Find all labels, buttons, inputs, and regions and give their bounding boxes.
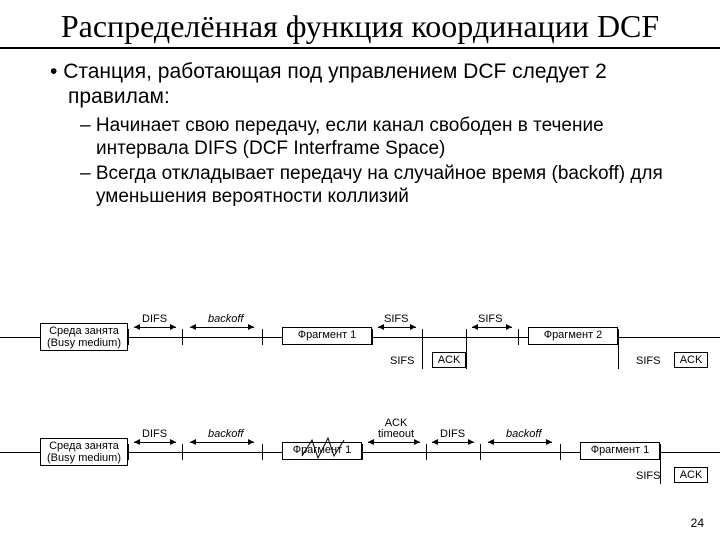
difs-label-1: DIFS xyxy=(142,313,167,325)
ack-box-2: ACK xyxy=(674,467,708,483)
backoff-label-2b: backoff xyxy=(506,428,541,440)
timing-diagram-2: Среда занята (Busy medium) DIFS backoff … xyxy=(0,420,720,510)
difs-arrow-2b xyxy=(432,442,474,443)
difs-arrow-2a xyxy=(134,442,176,443)
sifs-label-1c: SIFS xyxy=(478,313,502,325)
busy-box-1: Среда занята (Busy medium) xyxy=(40,323,128,351)
difs-label-2a: DIFS xyxy=(142,428,167,440)
collision-mark xyxy=(300,434,350,462)
sifs-arrow-1a xyxy=(378,327,416,328)
backoff-arrow-1 xyxy=(190,327,254,328)
busy-box-2: Среда занята (Busy medium) xyxy=(40,438,128,466)
ack-timeout-label: ACK timeout xyxy=(378,418,414,440)
backoff-label-1: backoff xyxy=(208,313,243,325)
sifs-label-1d: SIFS xyxy=(636,355,660,367)
difs-arrow-1 xyxy=(134,327,176,328)
bullet-sub-2: Всегда откладывает передачу на случайное… xyxy=(80,163,686,209)
frag2-box-1: Фрагмент 2 xyxy=(528,327,618,345)
timing-diagram-1: Среда занята (Busy medium) DIFS backoff … xyxy=(0,305,720,395)
frag1-box-1: Фрагмент 1 xyxy=(282,327,372,345)
title-area: Распределённая функция координации DCF xyxy=(0,0,720,49)
sifs-label-1b: SIFS xyxy=(390,355,414,367)
backoff-arrow-2b xyxy=(488,442,552,443)
sifs-label-2: SIFS xyxy=(636,470,660,482)
bullet-main: Станция, работающая под управлением DCF … xyxy=(50,59,686,109)
difs-label-2b: DIFS xyxy=(440,428,465,440)
sifs-label-1a: SIFS xyxy=(384,313,408,325)
ack-box-1a: ACK xyxy=(432,352,466,368)
frag1-box-2b: Фрагмент 1 xyxy=(580,442,660,460)
backoff-label-2a: backoff xyxy=(208,428,243,440)
page-number: 24 xyxy=(691,516,704,530)
sifs-arrow-1c xyxy=(472,327,512,328)
ack-box-1b: ACK xyxy=(674,352,708,368)
bullet-sub-1: Начинает свою передачу, если канал свобо… xyxy=(80,115,686,161)
ack-timeout-arrow xyxy=(368,442,420,443)
bullet-list: Станция, работающая под управлением DCF … xyxy=(0,59,720,209)
backoff-arrow-2a xyxy=(190,442,254,443)
slide-title: Распределённая функция координации DCF xyxy=(0,8,720,45)
